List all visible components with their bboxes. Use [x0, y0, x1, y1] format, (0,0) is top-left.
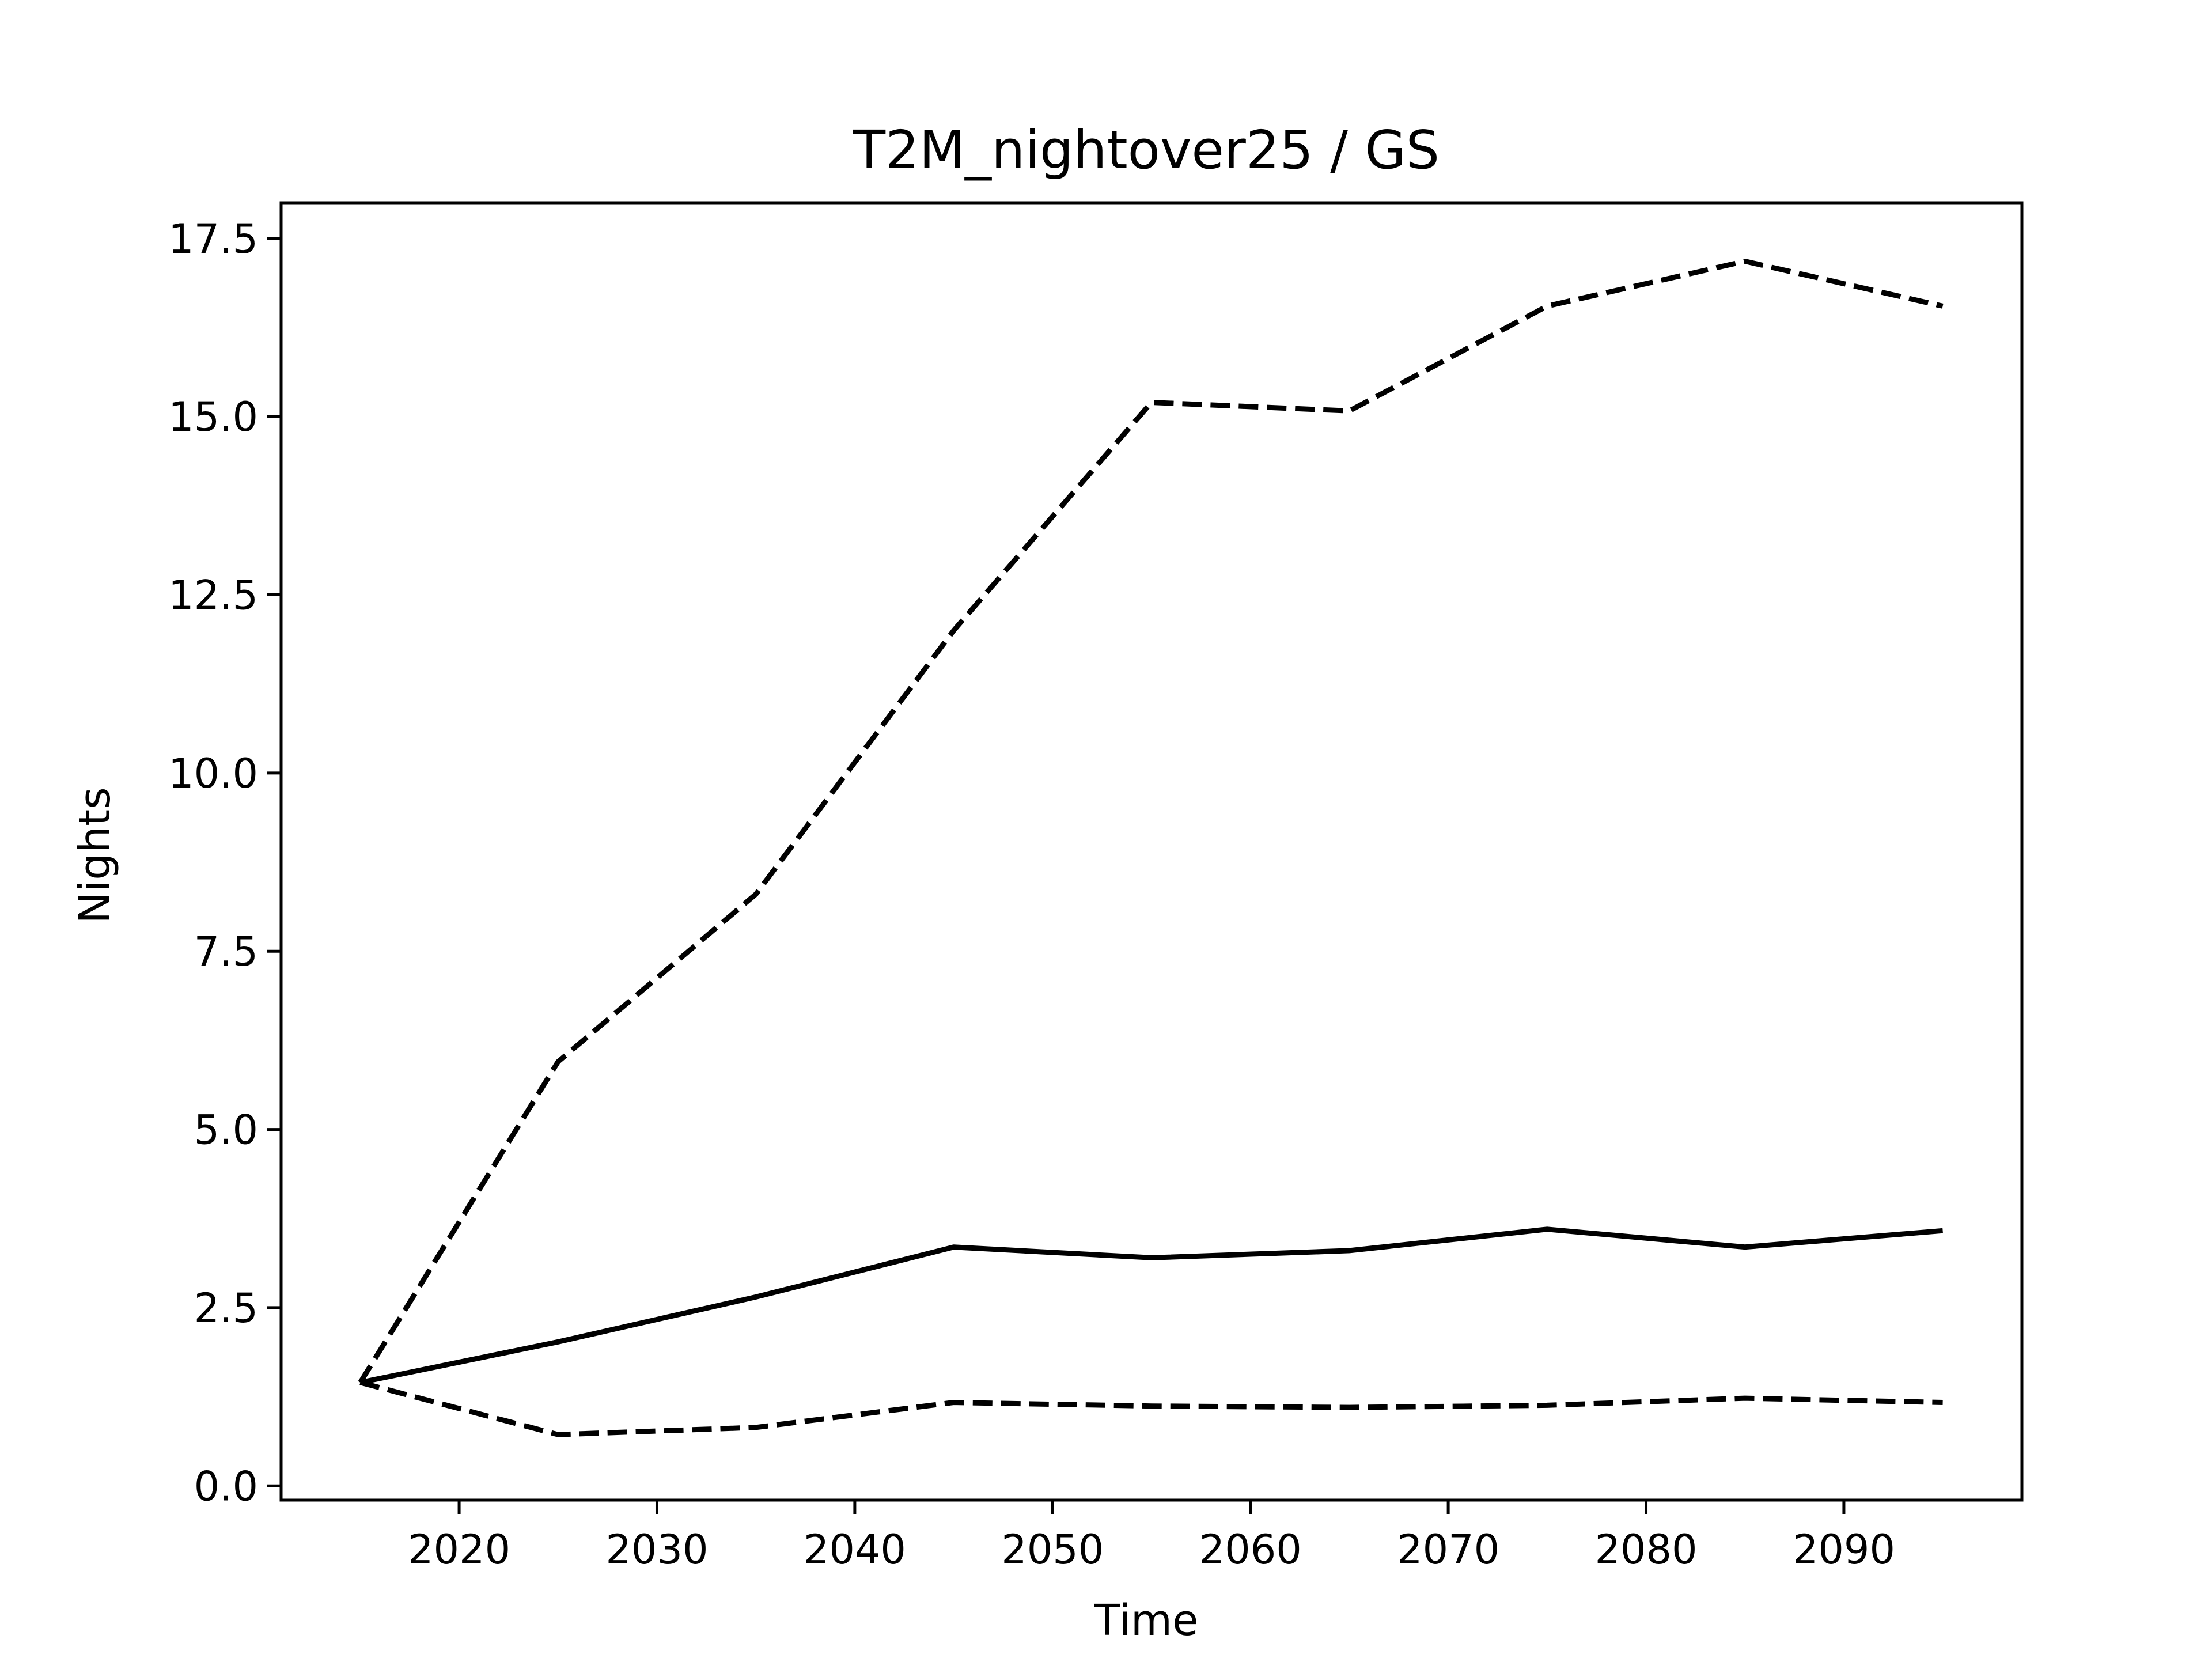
y-tick-label: 10.0	[168, 750, 258, 797]
x-axis-label: Time	[1093, 1596, 1198, 1645]
x-tick-label: 2090	[1793, 1526, 1895, 1573]
x-tick-label: 2040	[804, 1526, 906, 1573]
x-tick-label: 2030	[605, 1526, 708, 1573]
y-tick-label: 2.5	[194, 1285, 258, 1332]
plot-frame	[279, 201, 2024, 1502]
series-line-2	[358, 259, 1944, 1384]
y-tick-label: 17.5	[168, 215, 258, 263]
series-line-3	[359, 1380, 1943, 1437]
chart-title: T2M_nightover25 / GS	[853, 119, 1440, 181]
x-tick-label: 2050	[1001, 1526, 1104, 1573]
y-axis-label: Nights	[70, 787, 120, 923]
x-tick-label: 2080	[1594, 1526, 1697, 1573]
plot-area	[358, 259, 1944, 1437]
y-axis: 0.0 2.5 5.0 7.5 10.0 12.5 15.0 17.5	[168, 215, 281, 1510]
y-tick-label: 7.5	[194, 928, 258, 975]
y-tick-label: 5.0	[194, 1107, 258, 1154]
x-tick-label: 2070	[1397, 1526, 1499, 1573]
x-tick-label: 2060	[1199, 1526, 1302, 1573]
y-tick-label: 0.0	[194, 1463, 258, 1510]
x-tick-label: 2020	[408, 1526, 510, 1573]
x-axis: 2020 2030 2040 2050 2060 2070 2080 2090	[408, 1500, 1895, 1573]
y-tick-label: 15.0	[168, 393, 258, 441]
series-line-1	[359, 1226, 1943, 1385]
y-tick-label: 12.5	[168, 572, 258, 619]
